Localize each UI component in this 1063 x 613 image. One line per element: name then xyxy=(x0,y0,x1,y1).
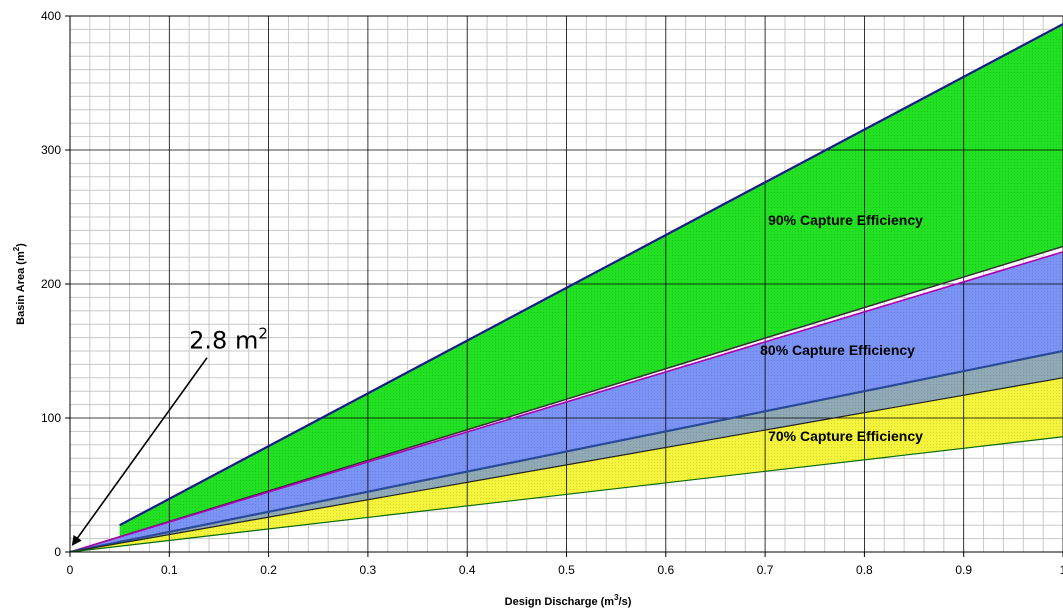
x-axis-title-sup: 3 xyxy=(614,593,619,602)
y-tick-label: 100 xyxy=(41,411,61,425)
x-tick-label: 0.7 xyxy=(757,563,774,577)
y-axis-title-tail: ) xyxy=(15,243,27,247)
x-tick-label: 0.8 xyxy=(856,563,873,577)
y-tick-label: 400 xyxy=(41,9,61,23)
region-label-band90: 90% Capture Efficiency xyxy=(768,212,923,228)
region-label-band80: 80% Capture Efficiency xyxy=(760,342,915,358)
x-axis-title-tail: /s) xyxy=(619,596,632,608)
y-tick-label: 300 xyxy=(41,143,61,157)
series-line-l80l xyxy=(70,349,1063,552)
x-tick-label: 0.4 xyxy=(459,563,476,577)
x-tick-label: 0 xyxy=(67,563,74,577)
region-labels: 90% Capture Efficiency 80% Capture Effici… xyxy=(760,212,923,444)
y-tick-label: 0 xyxy=(54,545,61,559)
x-tick-label: 0.1 xyxy=(161,563,178,577)
series-line-l70l xyxy=(70,436,1063,552)
x-tick-label: 0.2 xyxy=(260,563,277,577)
region-label-band70: 70% Capture Efficiency xyxy=(768,428,923,444)
y-tick-labels: 0 100 200 300 400 xyxy=(41,9,61,559)
x-tick-label: 1 xyxy=(1060,563,1063,577)
x-tick-label: 0.5 xyxy=(558,563,575,577)
x-tick-labels: 0 0.1 0.2 0.3 0.4 0.5 0.6 0.7 0.8 0.9 1 xyxy=(67,563,1063,577)
series-lines xyxy=(70,23,1063,552)
axes xyxy=(65,15,1063,557)
y-axis-title: Basin Area (m2) xyxy=(12,243,27,325)
annotation-text: 2.8 m2 xyxy=(189,324,268,354)
series-line-l90u xyxy=(119,23,1063,527)
band-hatch-band90 xyxy=(119,24,1063,537)
annotation-text-sup: 2 xyxy=(258,324,268,342)
series-line-l90l xyxy=(70,245,1063,552)
y-tick-label: 200 xyxy=(41,277,61,291)
series-line-l70u xyxy=(70,377,1063,552)
annotation-arrow xyxy=(71,357,208,546)
x-tick-label: 0.3 xyxy=(360,563,377,577)
annotation: 2.8 m2 xyxy=(71,324,268,546)
x-axis-title: Design Discharge (m3/s) xyxy=(505,593,632,608)
x-tick-label: 0.9 xyxy=(955,563,972,577)
y-axis-title-sup: 2 xyxy=(12,246,21,251)
series-line-l80u xyxy=(70,251,1063,552)
x-tick-label: 0.6 xyxy=(657,563,674,577)
